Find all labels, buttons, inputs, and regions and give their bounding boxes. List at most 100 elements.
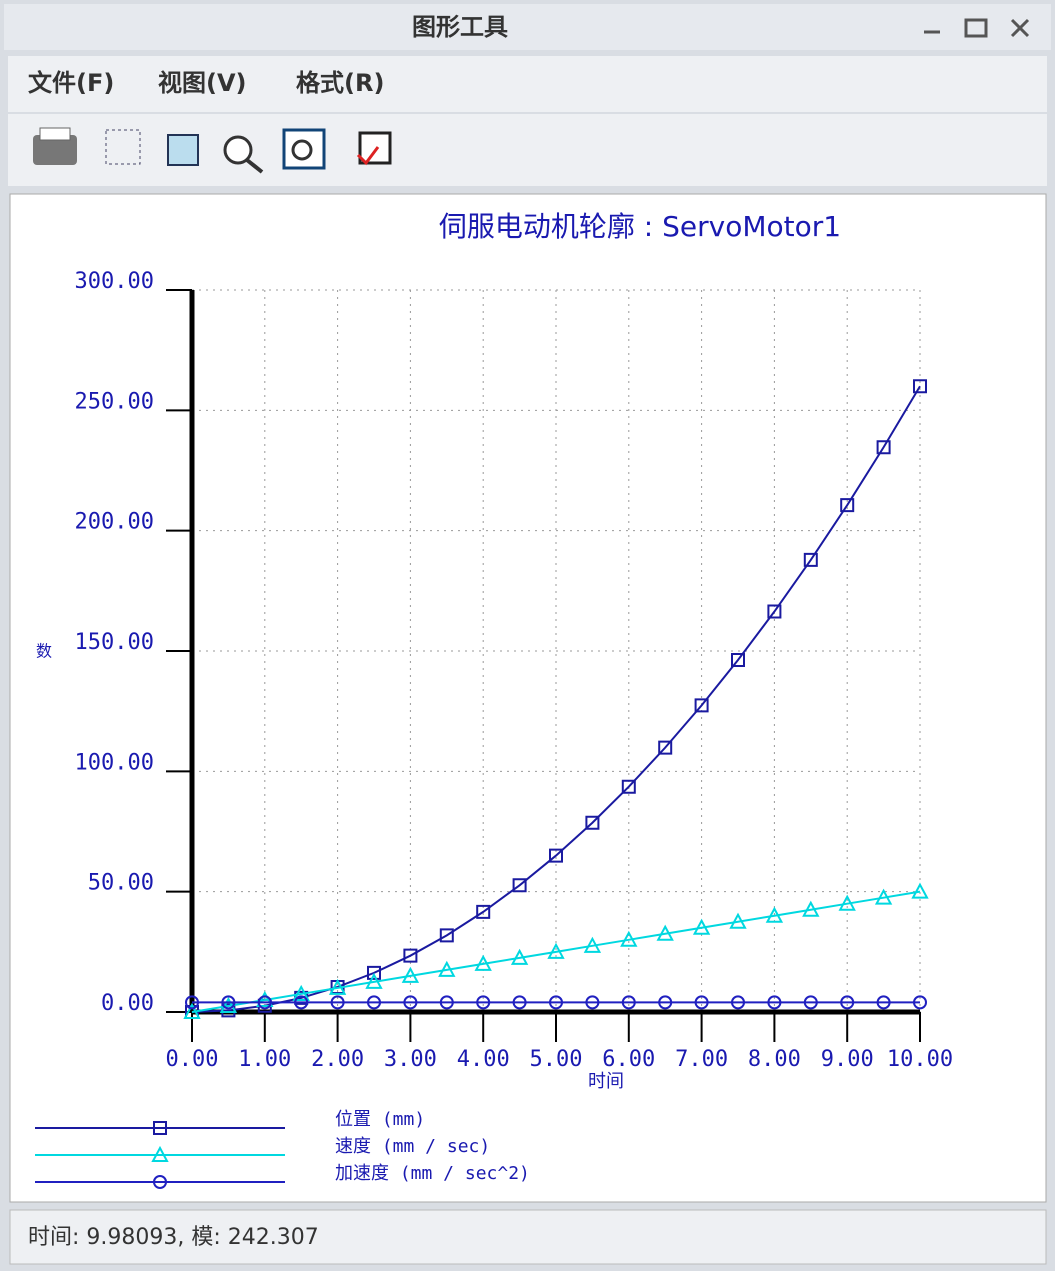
data-point	[802, 900, 820, 917]
data-point	[547, 942, 565, 959]
window-buttons[interactable]	[924, 18, 1030, 38]
data-point	[403, 948, 418, 963]
data-point	[620, 930, 638, 947]
data-point	[221, 995, 236, 1010]
data-point	[583, 936, 602, 953]
data-point	[549, 848, 563, 863]
legend-label: 位置 (mm)	[335, 1109, 425, 1130]
data-point	[838, 894, 856, 911]
data-point	[911, 882, 929, 899]
x-tick-label: 2.00	[311, 1047, 364, 1072]
data-point	[731, 995, 746, 1010]
data-point	[367, 995, 382, 1010]
x-axis-label: 时间	[588, 1071, 624, 1092]
data-point	[803, 995, 818, 1010]
data-point	[840, 995, 855, 1010]
x-tick-label: 0.00	[166, 1047, 219, 1072]
legend-marker	[153, 1175, 168, 1189]
data-point	[767, 604, 782, 619]
data-point	[585, 995, 600, 1010]
data-point	[694, 698, 709, 713]
data-point	[913, 995, 928, 1010]
x-tick-label: 3.00	[384, 1047, 437, 1072]
y-tick-label: 100.00	[75, 750, 154, 775]
data-point	[913, 379, 927, 394]
data-point	[328, 978, 347, 995]
data-point	[438, 960, 456, 977]
legend-label: 加速度 (mm / sec^2)	[335, 1163, 530, 1184]
data-point	[692, 918, 711, 935]
data-point	[403, 995, 418, 1010]
data-point	[510, 948, 529, 965]
legend-label: 速度 (mm / sec)	[335, 1136, 490, 1157]
data-point	[874, 888, 893, 905]
status-text: 时间: 9.98093, 模: 242.307	[28, 1225, 319, 1250]
data-point	[731, 653, 745, 668]
y-tick-label: 150.00	[75, 630, 154, 655]
y-tick-label: 50.00	[88, 871, 154, 896]
y-tick-label: 0.00	[101, 991, 154, 1016]
data-point	[658, 995, 673, 1010]
x-tick-label: 4.00	[457, 1047, 510, 1072]
series-line	[191, 385, 921, 1013]
data-point	[621, 779, 636, 794]
chart-area	[9, 193, 1047, 1203]
menu-bar	[8, 56, 1047, 112]
x-tick-label: 5.00	[530, 1047, 583, 1072]
data-point	[401, 966, 420, 983]
data-point	[512, 878, 527, 893]
data-point	[365, 972, 383, 989]
data-point	[585, 815, 600, 830]
series-line	[191, 890, 921, 1013]
data-point	[656, 924, 674, 941]
data-point	[803, 552, 818, 567]
data-point	[876, 995, 891, 1010]
data-point	[658, 740, 673, 755]
toolbar-icons[interactable]	[33, 127, 392, 174]
data-point	[439, 928, 454, 943]
menu-item[interactable]: 文件(F)	[28, 69, 114, 97]
chart-title: 伺服电动机轮廓 : ServoMotor1	[439, 210, 841, 243]
data-point	[840, 498, 855, 513]
data-point	[767, 995, 782, 1010]
data-point	[512, 995, 527, 1010]
data-point	[219, 996, 238, 1013]
y-tick-label: 250.00	[75, 389, 154, 414]
toolbar	[8, 114, 1047, 186]
x-tick-label: 6.00	[602, 1047, 655, 1072]
data-point	[292, 984, 310, 1001]
data-point	[185, 995, 200, 1010]
data-point	[876, 440, 891, 455]
data-point	[439, 995, 454, 1010]
x-tick-label: 10.00	[887, 1047, 953, 1072]
x-tick-label: 9.00	[821, 1047, 874, 1072]
data-point	[476, 995, 491, 1010]
y-tick-label: 300.00	[75, 269, 154, 294]
menu-item[interactable]: 视图(V)	[158, 69, 247, 97]
data-point	[729, 912, 747, 929]
legend-marker	[151, 1145, 169, 1162]
x-tick-label: 7.00	[675, 1047, 728, 1072]
data-point	[694, 995, 709, 1010]
window-title: 图形工具	[412, 13, 508, 41]
data-point	[367, 965, 381, 980]
data-point	[294, 995, 309, 1010]
x-tick-label: 8.00	[748, 1047, 801, 1072]
data-point	[257, 995, 272, 1010]
x-tick-label: 1.00	[238, 1047, 291, 1072]
y-axis-label: 数	[36, 642, 52, 661]
data-point	[474, 954, 492, 971]
menu-item[interactable]: 格式(R)	[296, 69, 384, 97]
data-point	[330, 995, 345, 1010]
y-tick-label: 200.00	[75, 510, 154, 535]
data-point	[183, 1002, 201, 1019]
data-point	[476, 904, 491, 919]
data-point	[621, 995, 636, 1010]
data-point	[549, 995, 564, 1010]
title-bar	[4, 4, 1051, 50]
data-point	[765, 906, 784, 923]
legend-marker	[153, 1121, 167, 1135]
data-point	[256, 990, 274, 1007]
status-bar	[9, 1209, 1047, 1265]
